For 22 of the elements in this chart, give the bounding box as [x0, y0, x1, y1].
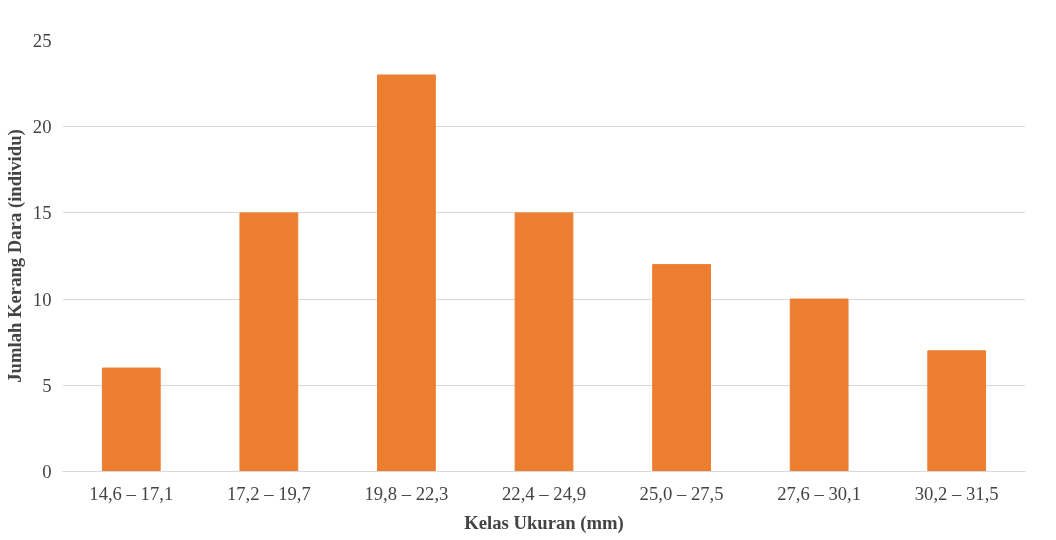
- x-tick-label: 19,8 – 22,3: [364, 482, 449, 504]
- bar: [514, 212, 574, 472]
- bar: [927, 350, 987, 472]
- x-tick-label: 14,6 – 17,1: [89, 482, 174, 504]
- bar: [239, 212, 299, 472]
- y-tick-label: 5: [42, 374, 52, 396]
- x-tick-label: 30,2 – 31,5: [914, 482, 999, 504]
- y-tick-label: 0: [42, 461, 52, 482]
- bar: [377, 74, 436, 472]
- bar: [101, 367, 161, 472]
- x-tick-label: 17,2 – 19,7: [226, 482, 311, 504]
- bar: [652, 264, 711, 472]
- y-tick-label: 15: [32, 202, 52, 224]
- x-axis-title: Kelas Ukuran (mm): [464, 511, 624, 534]
- x-tick-label: 25,0 – 27,5: [639, 482, 724, 504]
- y-tick-label: 20: [32, 116, 52, 138]
- x-tick-label: 22,4 – 24,9: [502, 482, 586, 504]
- x-tick-label: 27,6 – 30,1: [777, 482, 862, 504]
- y-axis-title: Jumlah Kerang Dara (individu): [3, 129, 26, 383]
- bar: [789, 298, 849, 472]
- y-tick-label: 25: [32, 30, 52, 51]
- y-tick-label: 10: [32, 288, 52, 310]
